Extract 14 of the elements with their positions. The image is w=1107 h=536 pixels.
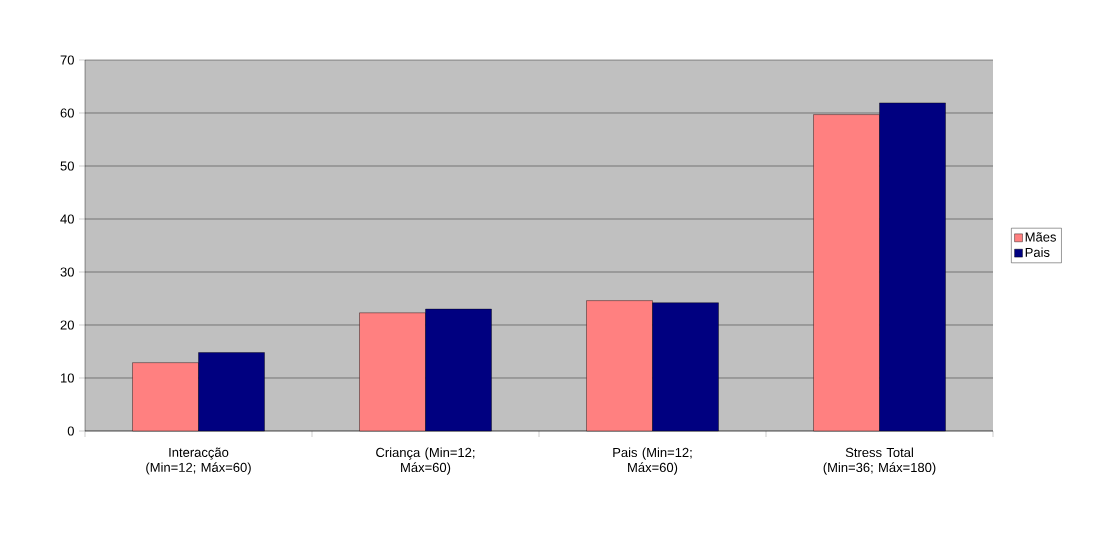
- y-tick-label: 70: [60, 55, 74, 65]
- y-tick-label: 60: [60, 108, 74, 118]
- x-tick-label: Interacção (Min=12; Máx=60): [146, 447, 251, 475]
- x-tick-label: Pais (Min=12; Máx=60): [613, 447, 692, 475]
- y-tick-label: 40: [60, 214, 74, 224]
- y-tick-label: 30: [60, 267, 74, 277]
- y-tick-label: 20: [60, 320, 74, 330]
- x-tick-label: Stress Total (Min=36; Máx=180): [823, 447, 936, 475]
- y-tick-label: 0: [67, 426, 74, 436]
- legend-label: Mães: [1025, 232, 1057, 242]
- legend-label: Pais: [1025, 247, 1050, 257]
- x-tick-label: Criança (Min=12; Máx=60): [376, 447, 475, 475]
- y-tick-label: 10: [60, 373, 74, 383]
- y-tick-label: 50: [60, 161, 74, 171]
